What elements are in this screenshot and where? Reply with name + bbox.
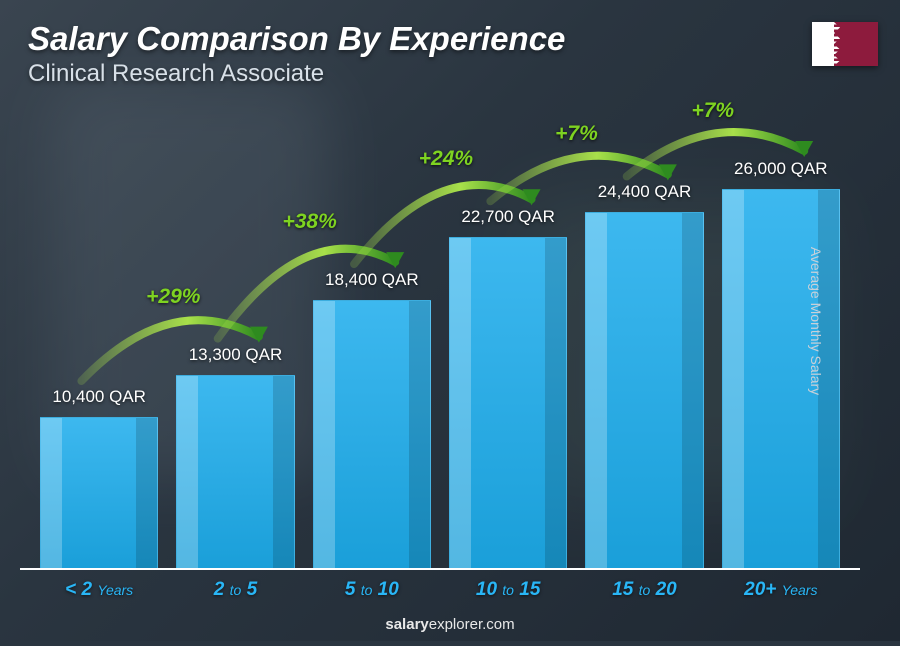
x-axis-label: 5 to 10 (313, 579, 431, 601)
bar (313, 300, 431, 569)
y-axis-label: Average Monthly Salary (808, 246, 824, 394)
bar-value-label: 10,400 QAR (52, 387, 146, 407)
header: Salary Comparison By Experience Clinical… (28, 20, 872, 88)
bar-group: 24,400 QAR (585, 182, 703, 569)
x-axis-label: 10 to 15 (449, 579, 567, 601)
x-axis-label: 15 to 20 (585, 579, 703, 601)
x-axis-labels: < 2 Years 2 to 5 5 to 10 10 to 15 15 to 20 20… (40, 579, 840, 601)
x-axis-label: 2 to 5 (176, 579, 294, 601)
x-axis-label: 20+ Years (722, 579, 840, 601)
flag-qatar (812, 22, 878, 66)
chart-baseline (20, 568, 860, 570)
bar-chart: 10,400 QAR 13,300 QAR 18,400 QAR 22,700 QAR… (40, 120, 840, 569)
bar (176, 375, 294, 569)
bar-value-label: 26,000 QAR (734, 159, 828, 179)
bar (40, 417, 158, 569)
footer-brand-rest: explorer.com (429, 616, 515, 633)
bar-group: 10,400 QAR (40, 387, 158, 569)
percent-change-label: +24% (419, 147, 473, 171)
bar-value-label: 24,400 QAR (598, 182, 692, 202)
percent-change-label: +7% (555, 122, 598, 146)
bar (585, 212, 703, 569)
percent-change-label: +7% (691, 99, 734, 123)
bar-value-label: 22,700 QAR (461, 207, 555, 227)
percent-change-label: +38% (282, 210, 336, 234)
bar-value-label: 13,300 QAR (189, 345, 283, 365)
page-subtitle: Clinical Research Associate (28, 60, 872, 88)
bar-group: 22,700 QAR (449, 207, 567, 569)
page-title: Salary Comparison By Experience (28, 20, 872, 58)
bar (449, 237, 567, 569)
footer-brand: salaryexplorer.com (0, 616, 900, 633)
x-axis-label: < 2 Years (40, 579, 158, 601)
bar-group: 13,300 QAR (176, 345, 294, 569)
bar-value-label: 18,400 QAR (325, 270, 419, 290)
bar-group: 18,400 QAR (313, 270, 431, 569)
percent-change-label: +29% (146, 285, 200, 309)
footer-brand-bold: salary (385, 616, 428, 633)
